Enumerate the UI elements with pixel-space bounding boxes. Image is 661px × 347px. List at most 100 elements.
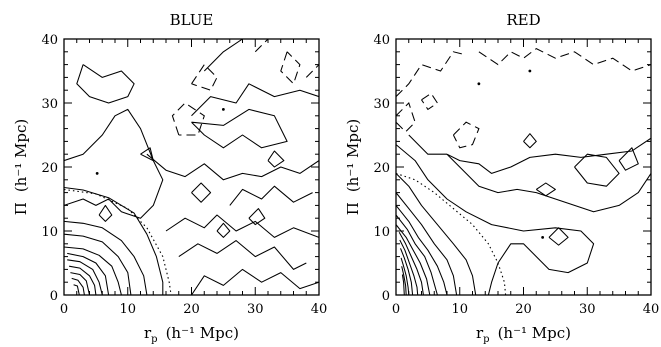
x-axis-label: rp (h⁻¹ Mpc) bbox=[144, 324, 239, 345]
contour-line bbox=[165, 214, 319, 238]
contour-line bbox=[71, 277, 85, 295]
y-tick-label: 40 bbox=[373, 33, 390, 48]
contour-line bbox=[70, 272, 91, 295]
y-tick-label: 0 bbox=[50, 289, 58, 304]
contour-line bbox=[64, 108, 164, 219]
contour-line bbox=[64, 233, 132, 295]
y-tick-label: 10 bbox=[373, 225, 390, 240]
contour-line bbox=[191, 83, 319, 117]
contour-point bbox=[541, 236, 545, 239]
tick-marks bbox=[63, 38, 320, 296]
contour-line bbox=[146, 153, 319, 181]
contour-line bbox=[73, 284, 80, 295]
contour-line bbox=[398, 232, 424, 295]
y-tick-label: 40 bbox=[41, 33, 58, 48]
contour-line bbox=[76, 64, 135, 104]
contour-line bbox=[574, 153, 620, 187]
contour-line-negative bbox=[191, 63, 218, 91]
contour-point bbox=[528, 69, 532, 73]
contour-line bbox=[191, 182, 212, 203]
contour-line-negative bbox=[171, 102, 205, 136]
tick-marks bbox=[395, 38, 652, 296]
y-tick-label: 0 bbox=[382, 289, 390, 304]
contour-line-negative bbox=[305, 64, 319, 78]
contour-line-negative bbox=[478, 47, 651, 72]
y-tick-labels: 0 10 20 30 40 bbox=[41, 33, 58, 304]
contour-set bbox=[396, 47, 651, 295]
contour-line bbox=[401, 274, 405, 295]
contour-line bbox=[203, 39, 243, 72]
panel-red: RED 0 10 20 30 40 0 10 20 30 40 rp (h⁻¹ Mpc) Π(h⁻… bbox=[344, 11, 659, 345]
contour-line bbox=[536, 182, 556, 197]
contour-line bbox=[408, 134, 447, 155]
x-tick-label: 20 bbox=[183, 302, 200, 317]
y-axis-label: Π(h⁻¹ Mpc) bbox=[12, 119, 30, 216]
contour-point bbox=[477, 82, 481, 86]
contour-line bbox=[191, 108, 288, 149]
contour-line bbox=[216, 222, 231, 238]
x-tick-labels: 0 10 20 30 40 bbox=[60, 302, 327, 317]
x-tick-label: 10 bbox=[451, 302, 468, 317]
contour-line bbox=[67, 252, 110, 295]
contour-line bbox=[396, 214, 438, 295]
x-tick-label: 0 bbox=[60, 302, 68, 317]
contour-set bbox=[64, 39, 319, 295]
reference-contour-dotted bbox=[396, 172, 507, 295]
contour-line-negative bbox=[396, 51, 467, 97]
reference-contour-dotted bbox=[64, 188, 172, 295]
y-tick-label: 20 bbox=[373, 161, 390, 176]
contour-line bbox=[140, 147, 154, 162]
contour-line bbox=[98, 204, 113, 222]
contour-line bbox=[267, 150, 285, 168]
x-tick-labels: 0 10 20 30 40 bbox=[392, 302, 659, 317]
panel-title: RED bbox=[506, 11, 540, 29]
contour-line bbox=[69, 265, 97, 295]
contour-line-negative bbox=[452, 121, 480, 149]
y-tick-label: 10 bbox=[41, 225, 58, 240]
x-tick-label: 10 bbox=[119, 302, 136, 317]
contour-line bbox=[178, 240, 307, 270]
contour-line bbox=[396, 192, 458, 295]
x-tick-label: 30 bbox=[247, 302, 264, 317]
contour-line bbox=[191, 268, 319, 295]
x-tick-label: 20 bbox=[515, 302, 532, 317]
contour-point bbox=[95, 172, 99, 175]
panel-blue: BLUE 0 10 20 30 40 0 10 20 30 40 rp (h⁻¹ Mpc) Π(h… bbox=[12, 11, 327, 345]
contour-line bbox=[618, 147, 639, 171]
plot-frame bbox=[395, 38, 652, 296]
contour-line bbox=[396, 205, 448, 295]
contour-line bbox=[396, 144, 595, 295]
contour-line bbox=[523, 133, 537, 149]
y-axis-label: Π(h⁻¹ Mpc) bbox=[344, 119, 362, 216]
contour-line-negative bbox=[254, 39, 269, 53]
y-tick-label: 30 bbox=[373, 97, 390, 112]
contour-line bbox=[396, 224, 431, 295]
contour-line bbox=[396, 173, 477, 295]
x-tick-label: 30 bbox=[579, 302, 596, 317]
panel-title: BLUE bbox=[170, 11, 214, 29]
y-tick-labels: 0 10 20 30 40 bbox=[373, 33, 390, 304]
contour-line-negative bbox=[421, 92, 439, 111]
contour-line bbox=[400, 248, 414, 295]
contour-line bbox=[64, 186, 164, 295]
y-tick-label: 30 bbox=[41, 97, 58, 112]
x-tick-label: 0 bbox=[392, 302, 400, 317]
contour-line-negative bbox=[396, 102, 416, 133]
contour-line bbox=[229, 185, 313, 206]
contour-line-negative bbox=[280, 51, 301, 85]
contour-line bbox=[400, 257, 410, 295]
contour-line bbox=[67, 259, 103, 295]
contour-line bbox=[446, 137, 651, 174]
contour-line bbox=[548, 227, 569, 246]
contour-line bbox=[248, 208, 266, 226]
contour-line bbox=[64, 220, 148, 295]
contour-line bbox=[64, 246, 122, 295]
contour-line bbox=[399, 239, 419, 295]
x-tick-label: 40 bbox=[643, 302, 660, 317]
x-tick-label: 40 bbox=[311, 302, 328, 317]
y-tick-label: 20 bbox=[41, 161, 58, 176]
contour-point bbox=[221, 108, 225, 111]
contour-line bbox=[401, 266, 407, 295]
x-axis-label: rp (h⁻¹ Mpc) bbox=[476, 324, 571, 345]
